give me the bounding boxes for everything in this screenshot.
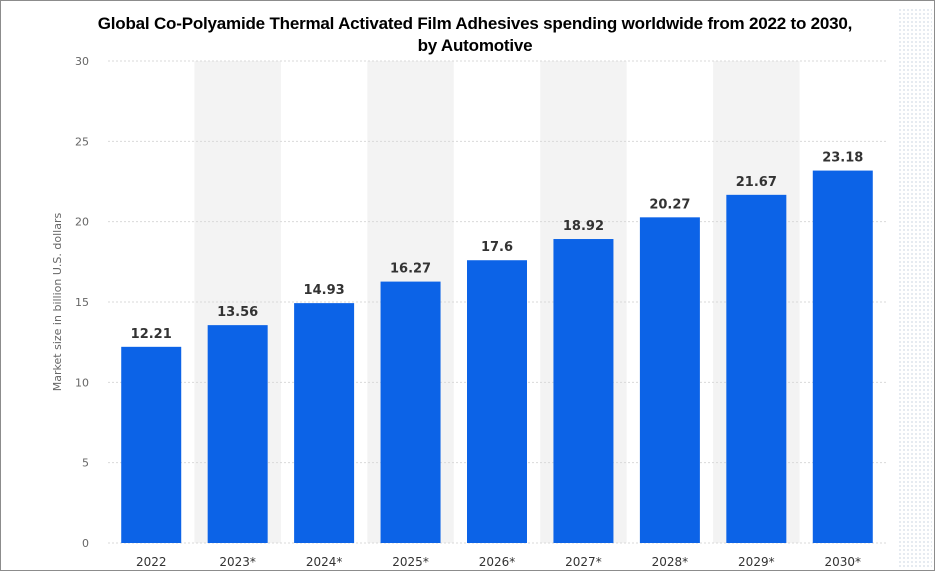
y-tick-label: 25 — [75, 135, 89, 148]
x-tick-label: 2030* — [825, 555, 862, 569]
y-tick-label: 30 — [75, 55, 89, 68]
bar-2025* — [380, 281, 441, 543]
x-axis-ticks: 2022 2023* 2024* 2025* 2026* 2027* 2028* 2029* 2… — [136, 555, 861, 569]
data-label: 18.92 — [563, 219, 604, 234]
y-tick-label: 5 — [82, 457, 89, 470]
y-tick-label: 0 — [82, 537, 89, 550]
data-label: 17.6 — [481, 240, 513, 255]
x-tick-label: 2023* — [219, 555, 256, 569]
x-tick-label: 2026* — [479, 555, 516, 569]
bar-2029* — [726, 194, 787, 543]
bar-2030* — [812, 170, 873, 544]
data-label: 13.56 — [217, 305, 258, 320]
x-tick-label: 2024* — [306, 555, 343, 569]
x-tick-label: 2025* — [392, 555, 429, 569]
x-tick-label: 2027* — [565, 555, 602, 569]
y-axis-title: Market size in billion U.S. dollars — [51, 213, 64, 392]
data-label: 16.27 — [390, 262, 431, 277]
chart-title: Global Co-Polyamide Thermal Activated Fi… — [20, 13, 930, 57]
bar-2023* — [207, 325, 268, 543]
bars — [121, 170, 873, 544]
y-tick-label: 20 — [75, 216, 89, 229]
x-tick-label: 2022 — [136, 555, 167, 569]
y-tick-label: 15 — [75, 296, 89, 309]
data-label: 14.93 — [304, 283, 345, 298]
bar-2027* — [553, 239, 614, 543]
chart-title-line-1: Global Co-Polyamide Thermal Activated Fi… — [97, 14, 853, 33]
y-tick-label: 10 — [75, 376, 89, 389]
y-axis-ticks: 0 5 10 15 20 25 30 — [75, 55, 89, 550]
bar-2028* — [639, 217, 700, 543]
data-label: 20.27 — [649, 197, 690, 212]
data-labels: 12.21 13.56 14.93 16.27 17.6 18.92 20.27 21.67 2… — [131, 151, 864, 342]
data-label: 12.21 — [131, 327, 172, 342]
x-tick-label: 2028* — [652, 555, 689, 569]
bar-2022 — [121, 346, 182, 543]
chart-title-line-2: by Automotive — [417, 36, 533, 55]
data-label: 21.67 — [736, 175, 777, 190]
x-tick-label: 2029* — [738, 555, 775, 569]
bar-2024* — [294, 303, 355, 543]
decorative-dot-pattern — [898, 8, 932, 568]
bar-2026* — [467, 260, 527, 543]
data-label: 23.18 — [822, 151, 863, 166]
